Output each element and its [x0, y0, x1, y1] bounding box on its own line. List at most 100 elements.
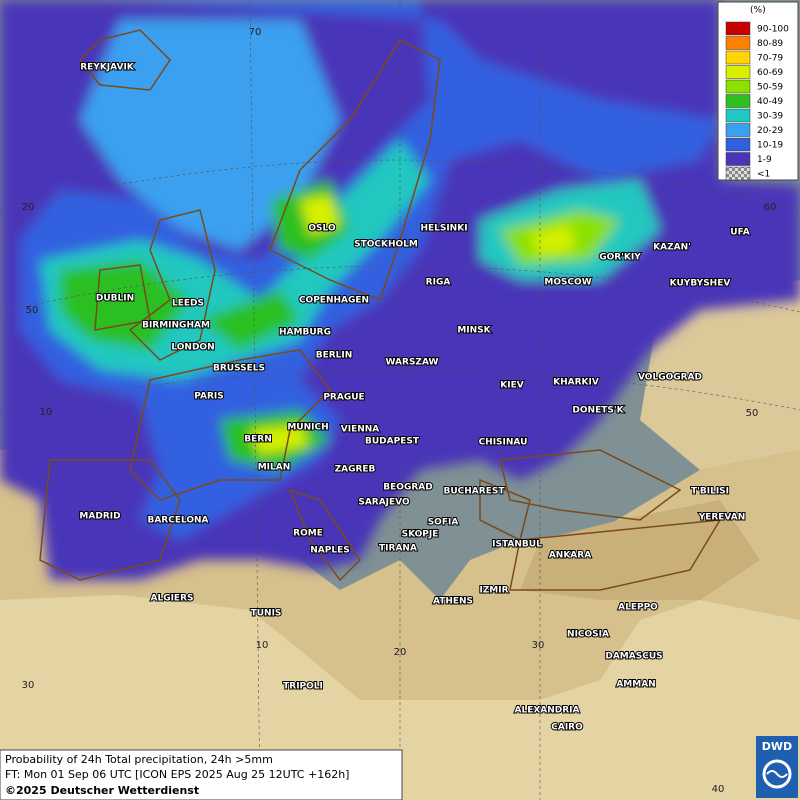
legend-label: 20-29 — [757, 126, 783, 136]
graticule-label: 40 — [712, 784, 725, 795]
city-label: DAMASCUS — [605, 652, 662, 662]
city-label: ISTANBUL — [492, 540, 542, 550]
city-label: BRUSSELS — [213, 364, 265, 374]
city-label: UFA — [730, 228, 749, 238]
legend-label: 40-49 — [757, 97, 783, 107]
city-label: BIRMINGHAM — [142, 321, 210, 331]
city-label: REYKJAVIK — [80, 63, 135, 73]
graticule-label: 10 — [40, 407, 53, 418]
legend-swatch — [725, 79, 751, 94]
city-label: CAIRO — [551, 723, 583, 733]
city-label: AMMAN — [616, 680, 655, 690]
footer-line: Probability of 24h Total precipitation, … — [5, 753, 273, 766]
legend-label: 60-69 — [757, 68, 783, 78]
city-label: STOCKHOLM — [354, 240, 418, 250]
city-label: VOLGOGRAD — [638, 373, 702, 383]
city-label: MINSK — [457, 326, 491, 336]
graticule-label: 70 — [249, 27, 262, 38]
city-label: ALEPPO — [618, 603, 658, 613]
city-label: GOR'KIY — [599, 253, 641, 263]
city-label: T'BILISI — [691, 487, 729, 497]
city-label: BERLIN — [316, 351, 353, 361]
city-label: MADRID — [79, 512, 120, 522]
legend-swatch — [725, 152, 751, 166]
legend-swatch — [725, 137, 751, 152]
logo: DWD — [756, 736, 798, 798]
city-label: TIRANA — [379, 544, 417, 554]
city-label: OSLO — [308, 224, 336, 234]
legend-swatch — [725, 50, 751, 65]
city-label: LEEDS — [172, 299, 204, 309]
city-label: KUYBYSHEV — [670, 279, 731, 289]
city-label: MUNICH — [287, 423, 328, 433]
city-label: KHARKIV — [553, 378, 599, 388]
logo-icon — [762, 759, 792, 789]
legend-swatch — [725, 36, 751, 50]
graticule-label: 30 — [22, 680, 35, 691]
city-label: BERN — [244, 435, 271, 445]
footer-box — [0, 749, 403, 800]
city-label: KAZAN' — [653, 243, 691, 253]
city-label: PRAGUE — [323, 393, 364, 403]
city-label: TUNIS — [251, 609, 282, 619]
legend-swatch — [725, 123, 751, 137]
city-label: YEREVAN — [698, 513, 746, 523]
borders — [39, 29, 722, 591]
city-label: CHISINAU — [479, 438, 528, 448]
city-label: TRIPOLI — [283, 682, 323, 692]
graticule-label: 50 — [746, 408, 759, 419]
city-label: PARIS — [194, 392, 224, 402]
legend: (%) 90-100 80-89 70-79 60-69 50-59 40-49 30-39 2… — [717, 1, 799, 181]
city-label: RIGA — [426, 278, 451, 288]
city-label: ROME — [293, 529, 323, 539]
graticule-label: 20 — [22, 202, 35, 213]
legend-swatch — [725, 21, 751, 36]
city-label: MILAN — [258, 463, 291, 473]
city-label: HAMBURG — [279, 328, 331, 338]
legend-swatch — [725, 108, 751, 123]
city-label: VIENNA — [341, 425, 380, 435]
legend-label: 10-19 — [757, 141, 783, 151]
city-label: BUCHAREST — [444, 487, 506, 497]
city-label: WARSZAW — [386, 358, 439, 368]
legend-title: (%) — [750, 6, 766, 16]
city-label: ALEXANDRIA — [515, 706, 580, 716]
legend-swatch — [725, 166, 751, 181]
city-label: KIEV — [500, 381, 523, 391]
legend-label: 50-59 — [757, 83, 783, 93]
city-label: MOSCOW — [544, 278, 591, 288]
footer-line: FT: Mon 01 Sep 06 UTC [ICON EPS 2025 Aug… — [5, 768, 349, 781]
legend-label: 80-89 — [757, 39, 783, 49]
city-label: BARCELONA — [147, 516, 208, 526]
city-label: SKOPJE — [402, 530, 439, 540]
graticule-label: 60 — [764, 202, 777, 213]
logo-text: DWD — [762, 740, 792, 753]
city-label: IZMIR — [479, 586, 508, 596]
city-label: NICOSIA — [567, 630, 609, 640]
city-label: BEOGRAD — [383, 483, 432, 493]
city-label: LONDON — [171, 343, 214, 353]
city-label: ANKARA — [549, 551, 591, 561]
city-label: ATHENS — [433, 597, 473, 607]
legend-label: 1-9 — [757, 155, 772, 165]
city-label: ALGIERS — [151, 594, 194, 604]
city-label: DONETS'K — [572, 406, 624, 416]
footer: Probability of 24h Total precipitation, … — [0, 749, 403, 800]
legend-swatch — [725, 94, 751, 108]
footer-line: ©2025 Deutscher Wetterdienst — [5, 784, 199, 797]
city-label: BUDAPEST — [365, 437, 420, 447]
graticule-label: 30 — [532, 640, 545, 651]
legend-swatch — [725, 65, 751, 79]
city-label: HELSINKI — [420, 224, 467, 234]
graticule-label: 50 — [26, 305, 39, 316]
city-label: SOFIA — [428, 518, 459, 528]
legend-label: 70-79 — [757, 54, 783, 64]
logo-wave — [766, 770, 788, 778]
city-label: ZAGREB — [335, 465, 376, 475]
graticule-label: 20 — [394, 647, 407, 658]
city-label: SARAJEVO — [358, 498, 410, 508]
